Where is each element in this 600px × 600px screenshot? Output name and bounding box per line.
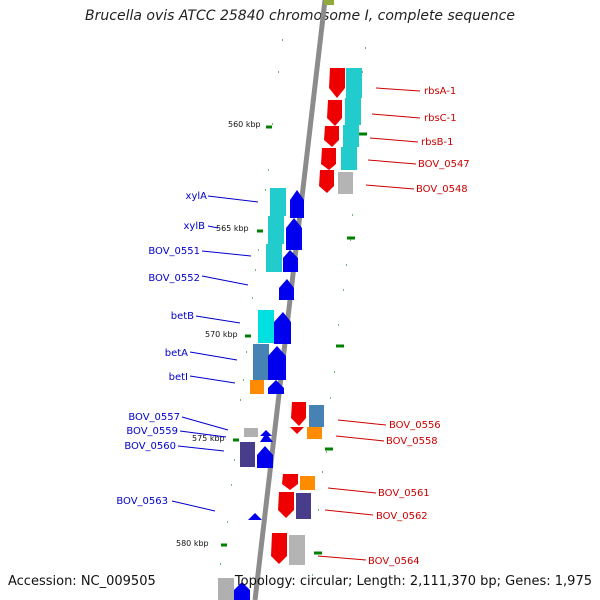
right-lower-track [271,402,324,565]
kbp-label-570: 570 kbp [205,330,238,339]
gene-label-BOV_0562[interactable]: BOV_0562 [376,511,428,522]
gene-label-rbsC-1[interactable]: rbsC-1 [424,113,457,124]
track-guide-dots [220,39,366,576]
right-cds-track [319,68,345,193]
gene-label-xylA[interactable]: xylA [186,191,208,202]
map-title: Brucella ovis ATCC 25840 chromosome I, c… [85,8,515,24]
gene-label-BOV_0560[interactable]: BOV_0560 [124,441,176,452]
gene-label-betI[interactable]: betI [169,372,188,383]
kbp-label-560: 560 kbp [228,120,261,129]
kbp-label-575: 575 kbp [192,434,225,443]
gene-label-BOV_0558[interactable]: BOV_0558 [386,436,438,447]
gene-label-rbsA-1[interactable]: rbsA-1 [424,86,456,97]
kbp-label-565: 565 kbp [216,224,249,233]
gene-label-BOV_0548[interactable]: BOV_0548 [416,184,468,195]
gene-label-betA[interactable]: betA [165,348,188,359]
gene-label-betB[interactable]: betB [171,311,194,322]
kbp-label-580: 580 kbp [176,539,209,548]
accession-label: Accession: NC_009505 [8,574,156,589]
gene-label-BOV_0561[interactable]: BOV_0561 [378,488,430,499]
gene-label-xylB[interactable]: xylB [184,221,206,232]
left-cog-track [218,188,286,600]
gene-label-BOV_0556[interactable]: BOV_0556 [389,420,441,431]
gene-label-BOV_0547[interactable]: BOV_0547 [418,159,470,170]
gene-label-BOV_0551[interactable]: BOV_0551 [148,246,200,257]
right-label-leaders [317,87,421,561]
left-cds-track [234,190,304,600]
genome-stats: Topology: circular; Length: 2,111,370 bp… [234,574,592,589]
gene-label-BOV_0563[interactable]: BOV_0563 [116,496,168,507]
right-cog-track [338,68,362,194]
gene-label-BOV_0557[interactable]: BOV_0557 [128,412,180,423]
gene-label-BOV_0564[interactable]: BOV_0564 [368,556,420,567]
top-feature [324,0,334,5]
left-label-leaders [171,195,259,512]
kbp-tick-marks [221,125,367,555]
gene-label-BOV_0552[interactable]: BOV_0552 [148,273,200,284]
gene-label-rbsB-1[interactable]: rbsB-1 [421,137,454,148]
gene-label-BOV_0559[interactable]: BOV_0559 [126,426,178,437]
